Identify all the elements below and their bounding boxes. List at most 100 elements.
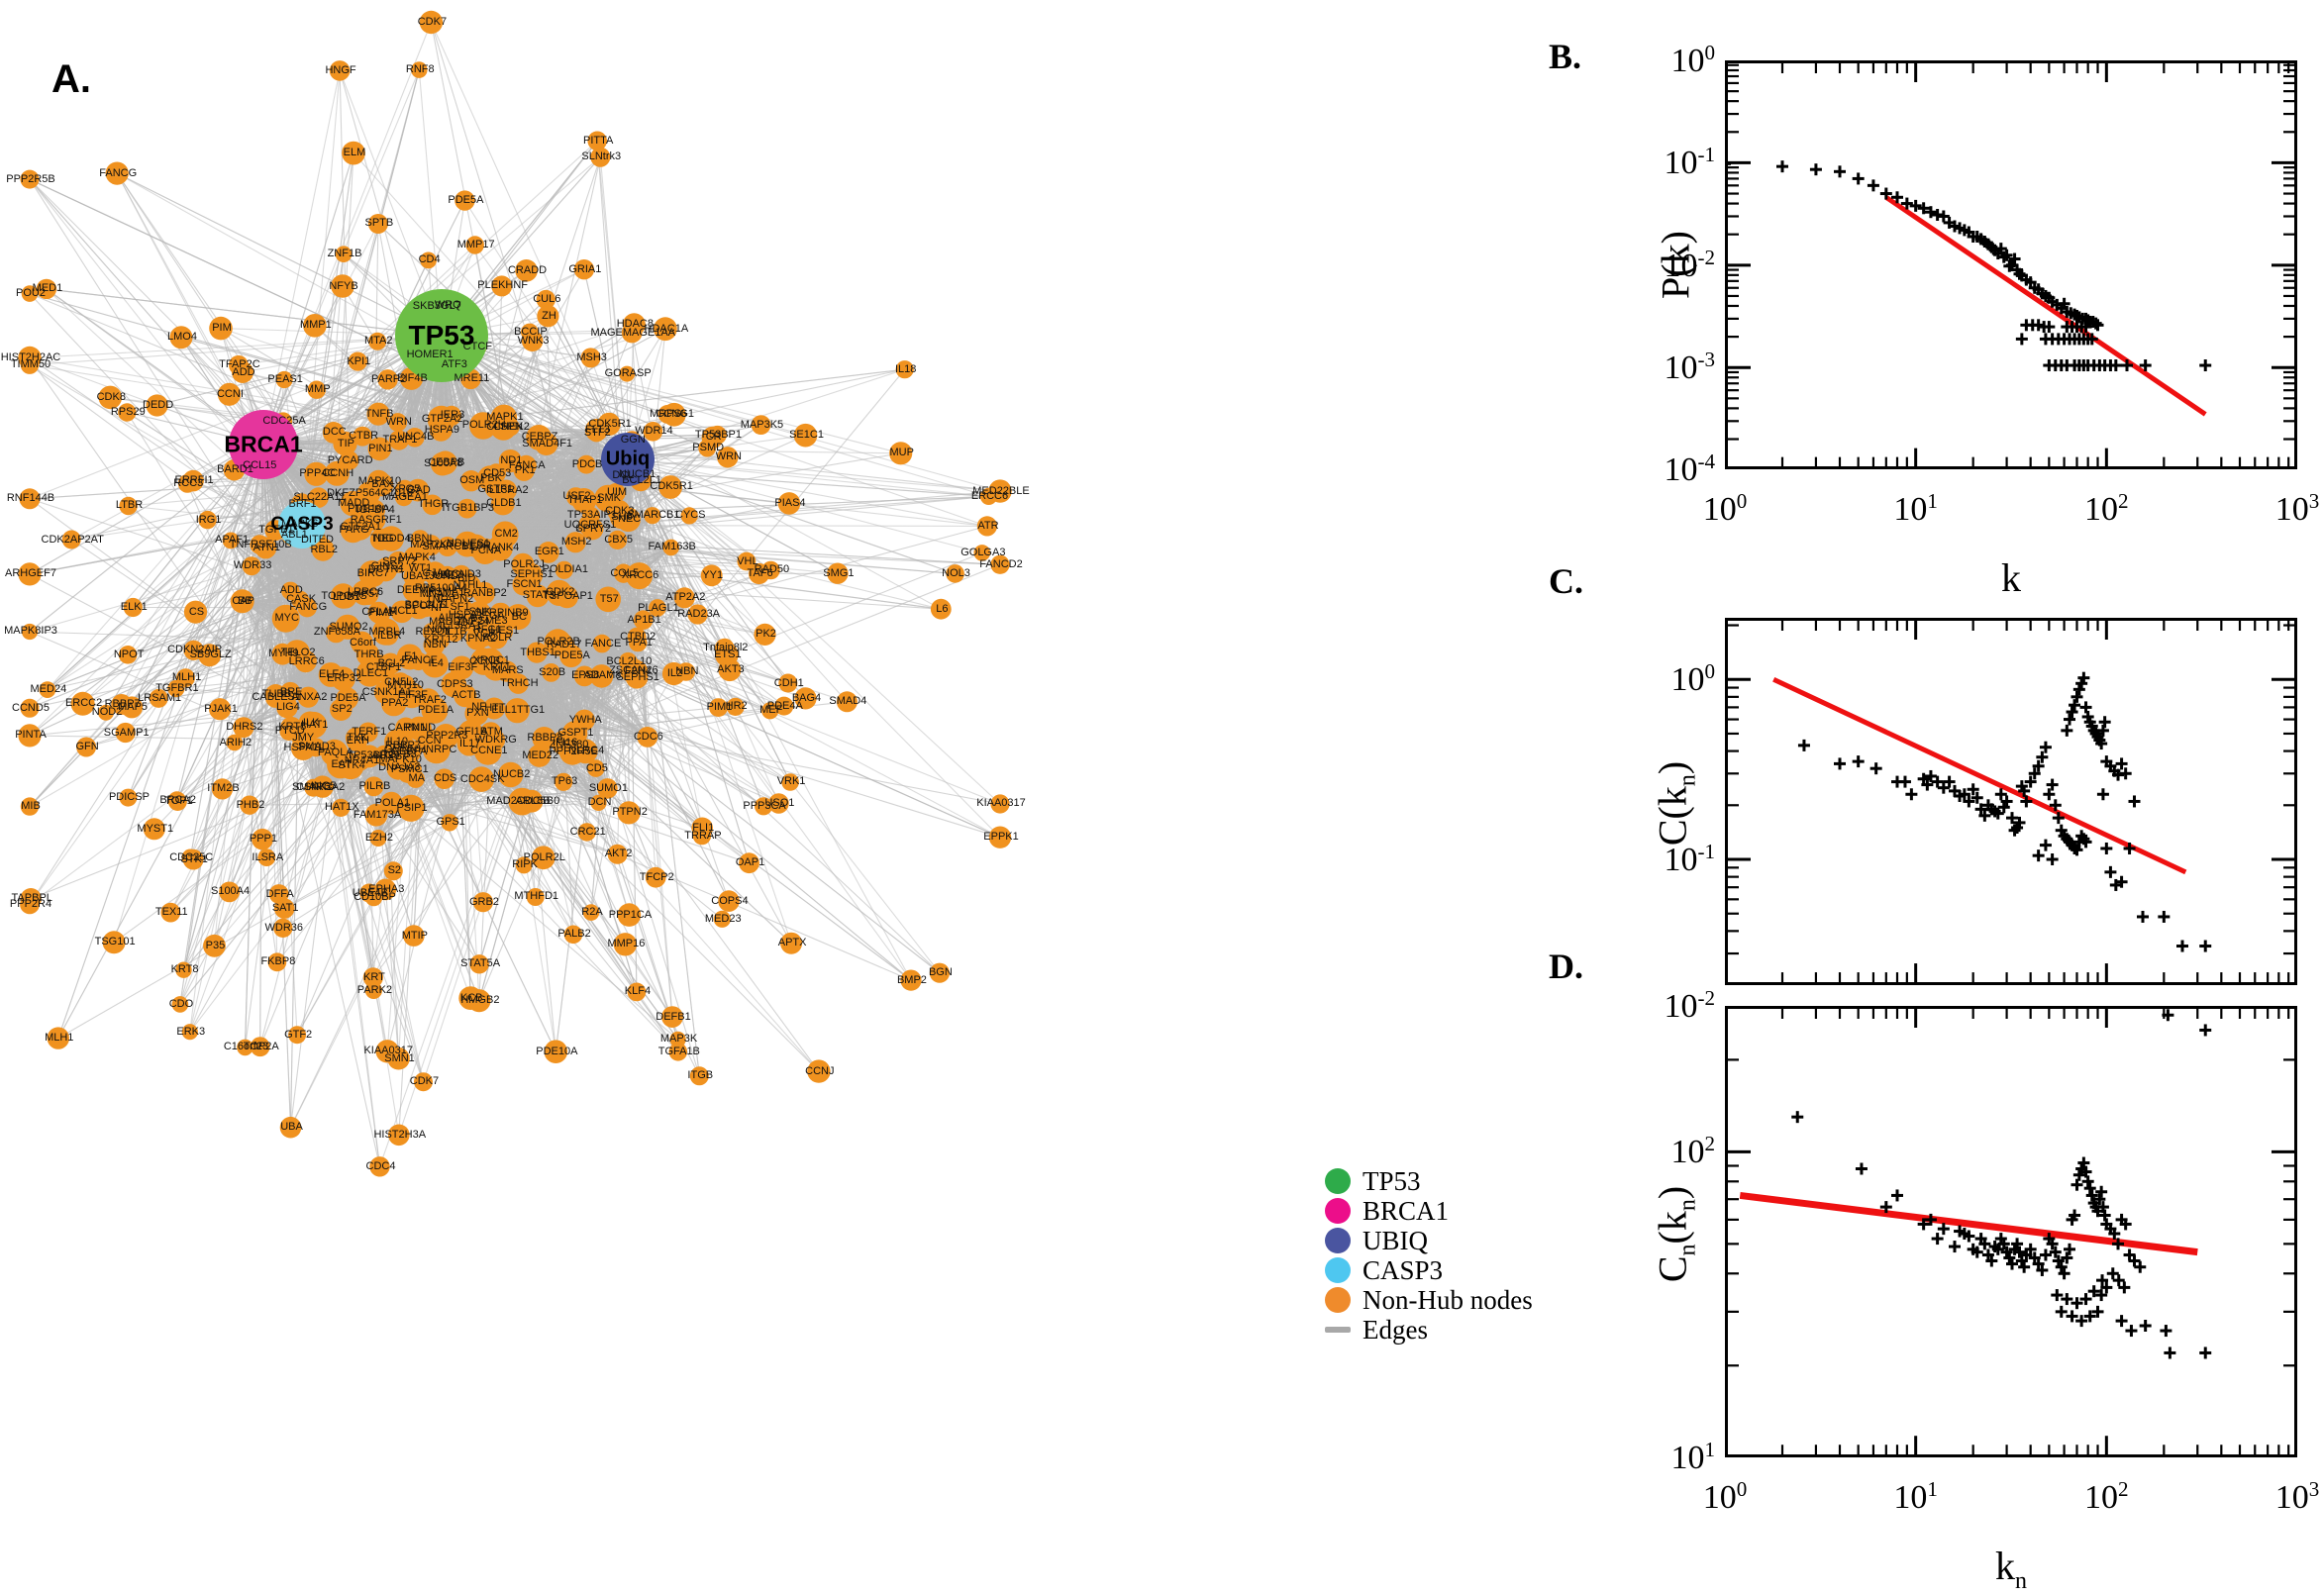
network-node[interactable] [537,542,559,563]
network-node[interactable] [240,795,259,815]
network-node[interactable] [713,910,731,928]
network-node[interactable] [564,532,586,553]
network-node[interactable] [589,664,614,688]
network-node[interactable] [20,894,40,915]
network-node[interactable] [334,585,357,609]
network-node[interactable] [331,666,355,691]
network-node[interactable] [590,794,607,812]
network-node[interactable] [309,778,327,796]
network-node[interactable] [411,61,428,78]
network-node[interactable] [430,630,451,649]
network-node[interactable] [181,848,200,867]
network-node[interactable] [406,478,430,502]
network-node[interactable] [755,797,773,816]
network-node[interactable] [512,573,535,596]
network-node[interactable] [111,694,133,715]
network-node[interactable] [380,791,403,815]
network-node[interactable] [465,627,489,650]
network-node[interactable] [329,60,351,81]
network-node[interactable] [613,933,638,956]
network-node[interactable] [232,361,253,383]
network-node[interactable] [437,537,457,556]
network-node[interactable] [946,564,964,583]
network-node[interactable] [169,326,193,349]
network-node[interactable] [606,483,626,503]
network-node[interactable] [364,803,388,827]
network-node[interactable] [390,600,414,624]
network-node[interactable] [464,701,489,726]
network-node[interactable] [661,1006,683,1028]
network-node[interactable] [357,584,379,605]
network-node[interactable] [20,698,40,718]
network-node[interactable] [167,679,185,698]
network-node[interactable] [536,289,556,310]
network-node[interactable] [388,430,409,450]
network-node[interactable] [119,788,138,807]
network-node[interactable] [119,496,138,516]
network-node[interactable] [403,925,425,947]
network-node[interactable] [929,962,951,983]
network-node[interactable] [661,402,686,427]
hub-node-tp53[interactable] [395,289,488,382]
network-node[interactable] [369,472,394,497]
network-node[interactable] [20,169,40,189]
network-node[interactable] [105,161,129,185]
network-node[interactable] [297,686,319,708]
network-node[interactable] [181,1024,198,1041]
network-node[interactable] [407,716,432,742]
network-node[interactable] [377,369,398,390]
network-node[interactable] [304,461,329,486]
network-node[interactable] [484,730,506,750]
network-node[interactable] [531,846,556,870]
network-node[interactable] [102,931,126,954]
network-node[interactable] [532,727,556,750]
network-node[interactable] [237,1039,253,1056]
network-node[interactable] [271,604,300,633]
network-node[interactable] [397,794,425,822]
network-node[interactable] [676,662,696,681]
network-node[interactable] [616,507,641,533]
network-node[interactable] [662,539,679,556]
network-node[interactable] [378,626,399,646]
network-node[interactable] [175,961,192,978]
network-node[interactable] [979,487,998,505]
network-node[interactable] [434,768,455,789]
network-node[interactable] [494,622,514,642]
network-node[interactable] [472,892,493,913]
network-node[interactable] [460,470,482,492]
network-node[interactable] [565,487,586,507]
network-node[interactable] [726,697,745,717]
network-node[interactable] [555,560,573,579]
network-node[interactable] [327,751,354,779]
network-node[interactable] [171,996,189,1013]
network-node[interactable] [580,348,601,368]
network-node[interactable] [482,653,510,681]
network-node[interactable] [988,826,1012,848]
network-node[interactable] [378,526,404,551]
network-node[interactable] [18,346,42,370]
network-node[interactable] [739,852,759,874]
network-node[interactable] [19,488,41,510]
network-node[interactable] [273,918,293,938]
network-node[interactable] [20,797,40,816]
network-node[interactable] [895,360,914,379]
network-node[interactable] [377,557,396,575]
network-node[interactable] [118,403,137,422]
network-node[interactable] [441,814,458,832]
network-node[interactable] [369,1156,390,1177]
network-node[interactable] [581,518,604,541]
network-node[interactable] [637,727,658,748]
network-node[interactable] [486,535,513,561]
network-node[interactable] [405,428,425,448]
network-node[interactable] [198,510,217,530]
network-node[interactable] [275,370,293,389]
network-node[interactable] [233,717,254,739]
network-node[interactable] [297,597,318,618]
network-node[interactable] [617,903,642,927]
network-node[interactable] [450,617,469,637]
network-node[interactable] [383,861,403,881]
network-node[interactable] [498,761,524,788]
network-node[interactable] [288,1026,307,1045]
network-node[interactable] [250,535,269,554]
network-node[interactable] [990,794,1010,814]
